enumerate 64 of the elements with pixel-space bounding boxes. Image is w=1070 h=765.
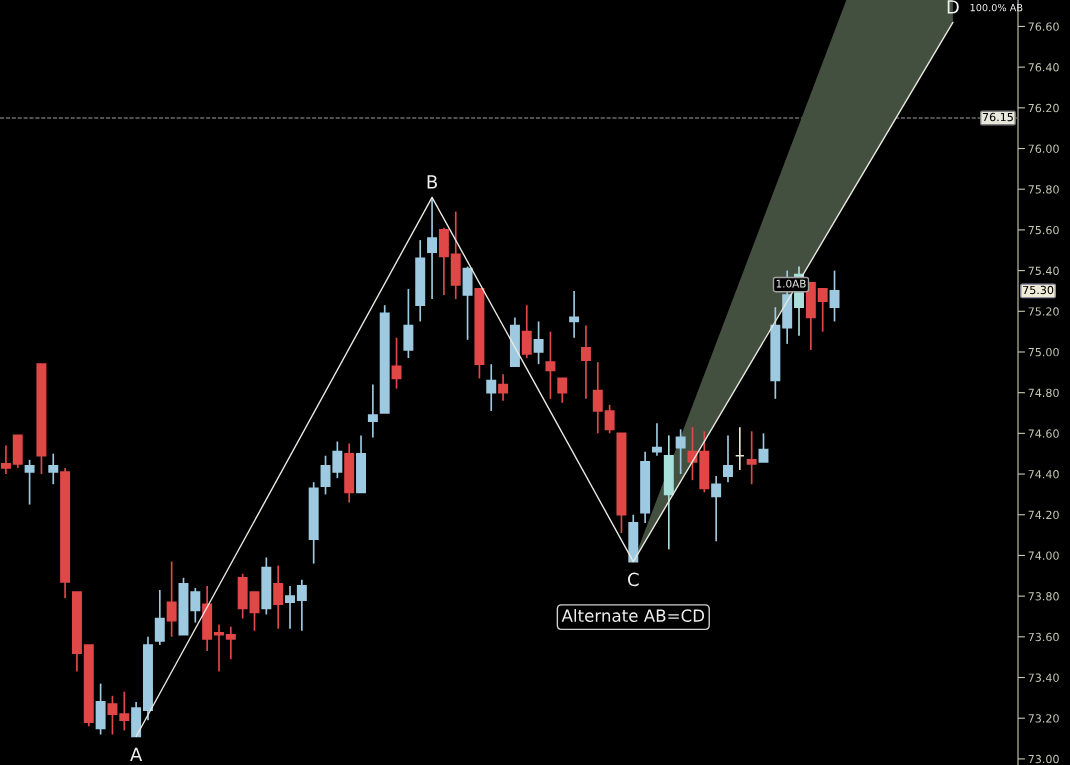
candlestick — [154, 589, 165, 646]
candlestick — [533, 320, 544, 366]
y-tick-label: 74.40 — [1028, 470, 1059, 479]
candlestick — [48, 452, 59, 486]
annotation: 1.0AB — [776, 279, 806, 288]
candlestick — [190, 587, 201, 624]
candlestick — [332, 440, 343, 479]
candlestick — [746, 430, 757, 486]
candlestick — [580, 324, 591, 400]
y-tick-label: 76.20 — [1028, 103, 1059, 113]
candlestick — [0, 444, 11, 475]
y-tick-label: 73.60 — [1028, 632, 1059, 642]
candlestick — [758, 432, 769, 463]
candlestick — [367, 383, 378, 439]
candlestick — [391, 336, 402, 390]
candlestick — [545, 330, 556, 400]
y-tick-label: 76.60 — [1028, 22, 1059, 31]
y-tick-label: 73.80 — [1028, 592, 1059, 601]
y-tick-label: 74.00 — [1028, 551, 1059, 560]
y-tick-label: 75.00 — [1028, 347, 1059, 357]
y-tick-label: 76.00 — [1028, 144, 1059, 153]
candlestick — [24, 458, 35, 506]
candlestick — [225, 625, 236, 661]
candlestick — [214, 623, 224, 673]
candlestick — [569, 290, 580, 339]
candlestick — [166, 560, 177, 638]
annotation: D — [947, 0, 959, 14]
candlestick — [817, 288, 828, 333]
candlestick — [285, 585, 295, 630]
y-tick-label: 73.20 — [1028, 714, 1059, 723]
candlestick — [273, 564, 284, 630]
y-tick-label: 74.60 — [1028, 429, 1059, 438]
candlestick — [296, 579, 307, 632]
y-tick-label: 73.00 — [1028, 754, 1059, 764]
y-tick-label: 76.40 — [1028, 63, 1059, 72]
candlestick — [107, 694, 118, 736]
y-tick-label: 74.20 — [1028, 510, 1059, 520]
y-tick-label: 73.40 — [1028, 673, 1059, 682]
y-tick-label: 75.60 — [1028, 225, 1059, 235]
candlestick — [521, 304, 532, 359]
candlestick — [711, 475, 722, 543]
candlestick — [829, 269, 840, 323]
y-tick-label: 75.20 — [1028, 307, 1059, 316]
annotation: A — [130, 747, 143, 761]
annotation: C — [628, 572, 639, 587]
candlestick — [651, 422, 662, 457]
ref-line-label: 76.15 — [982, 112, 1013, 122]
y-tick-label: 75.40 — [1028, 266, 1059, 275]
candlestick — [249, 591, 260, 632]
text: 75.30 — [1023, 285, 1054, 295]
candlestick — [592, 361, 603, 435]
annotation: 100.0% AB — [970, 3, 1023, 12]
y-tick-label: 75.80 — [1028, 185, 1059, 194]
candlestick — [119, 690, 130, 732]
annotation: Alternate AB=CD — [561, 609, 705, 622]
candlestick — [557, 377, 568, 404]
candlestick — [498, 373, 509, 402]
candlestick — [320, 454, 331, 496]
candlestick — [675, 428, 686, 475]
candlestick — [486, 363, 497, 412]
annotation: B — [427, 175, 437, 189]
candlestick — [723, 434, 733, 484]
candlestick — [604, 404, 615, 435]
y-tick-label: 74.80 — [1028, 388, 1059, 398]
